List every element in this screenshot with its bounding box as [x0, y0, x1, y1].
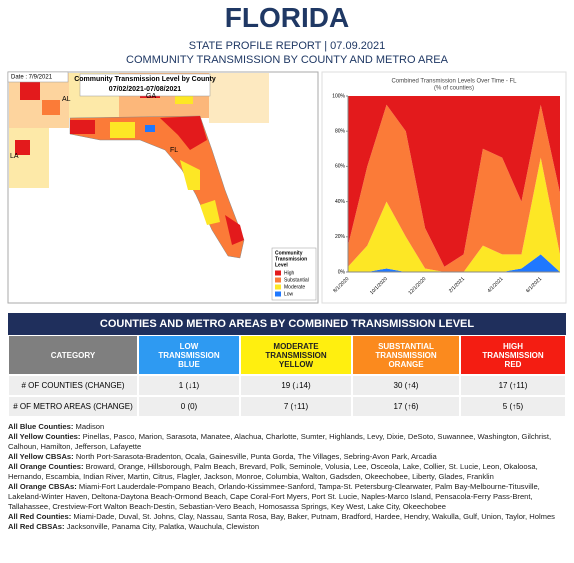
- map-title-box: [79, 73, 211, 97]
- header-line: TRANSMISSION: [482, 350, 544, 360]
- y-tick-label: 80%: [335, 129, 346, 135]
- legend-title: Community: [275, 250, 303, 256]
- column-header: SUBSTANTIAL TRANSMISSION ORANGE: [352, 335, 460, 375]
- y-tick-label: 40%: [335, 199, 346, 205]
- legend-label: Low: [284, 291, 294, 297]
- header-line: MODERATE: [273, 341, 319, 351]
- title: FLORIDA: [224, 2, 350, 33]
- table-cell: 0 (0): [138, 396, 240, 417]
- figures: Date : 7/9/2021 Community Transmission L…: [7, 71, 567, 304]
- list-text: Madison: [75, 422, 105, 431]
- county-lists: All Blue Counties: Madison All Yellow Cou…: [8, 422, 566, 532]
- header-line: LOW: [179, 341, 199, 351]
- chart-title: Combined Transmission Levels Over Time -…: [391, 79, 517, 85]
- map-title: Community Transmission Level by County: [74, 76, 216, 83]
- list-item: All Red Counties: Miami-Dade, Duval, St.…: [8, 512, 566, 522]
- list-item: All Orange CBSAs: Miami-Fort Lauderdale-…: [8, 482, 566, 512]
- list-label: All Blue Counties:: [8, 422, 74, 431]
- header-line: ORANGE: [388, 359, 424, 369]
- state-label: AL: [62, 96, 71, 103]
- subtitle: COMMUNITY TRANSMISSION BY COUNTY AND MET…: [126, 54, 448, 66]
- header-line: RED: [504, 359, 522, 369]
- area: [348, 96, 560, 267]
- list-item: All Yellow CBSAs: North Port-Sarasota-Br…: [8, 452, 566, 462]
- list-item: All Orange Counties: Broward, Orange, Hi…: [8, 462, 566, 482]
- table-title: COUNTIES AND METRO AREAS BY COMBINED TRA…: [8, 313, 566, 335]
- legend-title: Level: [275, 262, 288, 268]
- map-date: Date : 7/9/2021: [11, 75, 53, 81]
- header-line: YELLOW: [278, 359, 314, 369]
- column-header: LOW TRANSMISSION BLUE: [138, 335, 240, 375]
- list-text: North Port-Sarasota-Bradenton, Ocala, Ga…: [75, 452, 437, 461]
- table-cell: 17 (↑6): [352, 396, 460, 417]
- column-header: CATEGORY: [8, 335, 138, 375]
- list-text: Jacksonville, Panama City, Palatka, Wauc…: [66, 522, 260, 531]
- y-tick-label: 60%: [335, 164, 346, 170]
- header-line: BLUE: [178, 359, 200, 369]
- list-text: Miami-Fort Lauderdale-Pompano Beach, Orl…: [8, 482, 540, 511]
- header-line: TRANSMISSION: [265, 350, 327, 360]
- legend-label: High: [284, 270, 295, 276]
- legend-swatch: [275, 277, 281, 283]
- list-label: All Orange CBSAs:: [8, 482, 77, 491]
- table-cell: # OF COUNTIES (CHANGE): [8, 375, 138, 396]
- subtitle: STATE PROFILE REPORT | 07.09.2021: [188, 40, 386, 52]
- legend-swatch: [275, 270, 281, 276]
- table-cell: 30 (↑4): [352, 375, 460, 396]
- list-item: All Blue Counties: Madison: [8, 422, 566, 432]
- list-label: All Red CBSAs:: [8, 522, 65, 531]
- y-tick-label: 20%: [335, 234, 346, 240]
- y-tick-label: 0%: [338, 269, 346, 275]
- table-body: # OF COUNTIES (CHANGE) 1 (↓1) 19 (↓14) 30 (…: [8, 375, 566, 417]
- header-line: TRANSMISSION: [375, 350, 437, 360]
- column-header: HIGH TRANSMISSION RED: [460, 335, 566, 375]
- state-label: GA: [146, 93, 156, 100]
- legend-swatch: [275, 291, 281, 297]
- list-item: All Yellow Counties: Pinellas, Pasco, Ma…: [8, 432, 566, 452]
- area: [348, 157, 560, 272]
- map-date-range: 07/02/2021-07/08/2021: [109, 86, 182, 93]
- area: [348, 254, 560, 272]
- legend-title: Transmission: [275, 256, 307, 262]
- table-row: # OF METRO AREAS (CHANGE) 0 (0) 7 (↑11) 17 …: [8, 396, 566, 417]
- list-text: Pinellas, Pasco, Marion, Sarasota, Manat…: [8, 432, 552, 451]
- table-cell: # OF METRO AREAS (CHANGE): [8, 396, 138, 417]
- column-header: MODERATE TRANSMISSION YELLOW: [240, 335, 352, 375]
- legend-label: Moderate: [284, 284, 305, 290]
- chart-subtitle: (% of counties): [434, 86, 474, 92]
- state-label: LA: [10, 153, 19, 160]
- table-cell: 19 (↓14): [240, 375, 352, 396]
- list-label: All Red Counties:: [8, 512, 72, 521]
- state-label: FL: [170, 147, 178, 154]
- table-cell: 7 (↑11): [240, 396, 352, 417]
- list-label: All Yellow CBSAs:: [8, 452, 74, 461]
- header-line: CATEGORY: [50, 350, 96, 360]
- date-box: [7, 71, 69, 83]
- legend-label: Substantial: [284, 277, 309, 283]
- header-line: TRANSMISSION: [158, 350, 220, 360]
- table-row: # OF COUNTIES (CHANGE) 1 (↓1) 19 (↓14) 30 (…: [8, 375, 566, 396]
- list-label: All Yellow Counties:: [8, 432, 81, 441]
- list-text: Miami-Dade, Duval, St. Johns, Clay, Nass…: [73, 512, 555, 521]
- list-item: All Red CBSAs: Jacksonville, Panama City…: [8, 522, 566, 532]
- table-header: CATEGORY LOW TRANSMISSION BLUE MODERATE TRANS…: [8, 335, 566, 375]
- list-text: Broward, Orange, Hillsborough, Palm Beac…: [8, 462, 538, 481]
- trend-chart: Combined Transmission Levels Over Time -…: [321, 71, 567, 304]
- header-line: HIGH: [503, 341, 523, 351]
- header-line: SUBSTANTIAL: [378, 341, 434, 351]
- area: [348, 104, 560, 272]
- table-cell: 5 (↑5): [460, 396, 566, 417]
- y-tick-label: 100%: [332, 93, 345, 99]
- legend-swatch: [275, 284, 281, 290]
- table-cell: 17 (↑11): [460, 375, 566, 396]
- table-cell: 1 (↓1): [138, 375, 240, 396]
- list-label: All Orange Counties:: [8, 462, 84, 471]
- table: COUNTIES AND METRO AREAS BY COMBINED TRA…: [8, 313, 566, 417]
